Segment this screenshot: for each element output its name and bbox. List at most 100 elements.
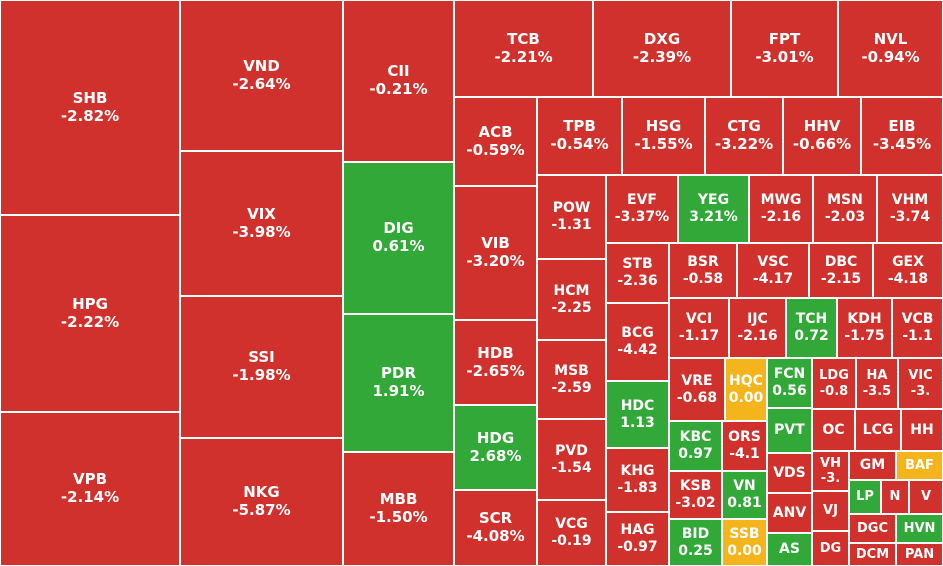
tile-pvd[interactable]: PVD -1.54 [537, 419, 606, 500]
tile-bcg[interactable]: BCG -4.42 [606, 303, 669, 381]
tile-vn[interactable]: VN 0.81 [722, 471, 767, 519]
tile-evf[interactable]: EVF -3.37% [606, 175, 678, 243]
tile-hag[interactable]: HAG -0.97 [606, 512, 669, 566]
tile-acb[interactable]: ACB -0.59% [454, 97, 537, 186]
tile-stb[interactable]: STB -2.36 [606, 243, 669, 303]
tile-scr[interactable]: SCR -4.08% [454, 490, 537, 566]
tile-mwg[interactable]: MWG -2.16 [749, 175, 813, 243]
tile-fpt[interactable]: FPT -3.01% [731, 0, 838, 97]
tile-oc[interactable]: OC [812, 409, 855, 451]
tile-ldg[interactable]: LDG -0.8 [812, 358, 856, 409]
tile-vnd[interactable]: VND -2.64% [180, 0, 343, 151]
tile-tpb[interactable]: TPB -0.54% [537, 97, 622, 175]
tile-vj[interactable]: VJ [812, 491, 849, 531]
tile-vh[interactable]: VH -3. [812, 451, 849, 491]
tile-change: 1.13 [620, 414, 655, 431]
tile-nvl[interactable]: NVL -0.94% [838, 0, 943, 97]
tile-change: 0.61% [372, 237, 425, 255]
tile-symbol: N [889, 489, 901, 505]
tile-symbol: VJ [823, 503, 838, 519]
tile-ctg[interactable]: CTG -3.22% [705, 97, 783, 175]
tile-shb[interactable]: SHB -2.82% [0, 0, 180, 215]
tile-tch[interactable]: TCH 0.72 [786, 298, 837, 358]
tile-dcm[interactable]: DCM [849, 543, 896, 566]
tile-change: -3.5 [862, 383, 892, 399]
tile-vix[interactable]: VIX -3.98% [180, 151, 343, 296]
tile-msn[interactable]: MSN -2.03 [813, 175, 877, 243]
tile-change: -2.22% [60, 312, 120, 331]
tile-as[interactable]: AS [767, 533, 812, 566]
tile-dg[interactable]: DG [812, 531, 849, 566]
tile-vds[interactable]: VDS [767, 453, 812, 493]
tile-symbol: SSB [729, 525, 760, 542]
tile-vib[interactable]: VIB -3.20% [454, 186, 537, 320]
tile-dbc[interactable]: DBC -2.15 [809, 243, 873, 298]
tile-pow[interactable]: POW -1.31 [537, 175, 606, 259]
tile-ssb[interactable]: SSB 0.00 [722, 519, 767, 566]
tile-change: -2.15 [820, 270, 862, 287]
tile-hdb[interactable]: HDB -2.65% [454, 320, 537, 405]
tile-cii[interactable]: CII -0.21% [343, 0, 454, 162]
tile-bid[interactable]: BID 0.25 [669, 519, 722, 566]
tile-change: 3.21% [689, 209, 738, 225]
tile-hhv[interactable]: HHV -0.66% [783, 97, 861, 175]
tile-hsg[interactable]: HSG -1.55% [622, 97, 705, 175]
tile-ijc[interactable]: IJC -2.16 [729, 298, 786, 358]
tile-anv[interactable]: ANV [767, 493, 812, 533]
tile-hdg[interactable]: HDG 2.68% [454, 405, 537, 490]
tile-gex[interactable]: GEX -4.18 [873, 243, 943, 298]
tile-lcg[interactable]: LCG [855, 409, 901, 451]
tile-hpg[interactable]: HPG -2.22% [0, 215, 180, 412]
tile-change: -0.8 [819, 383, 849, 399]
tile-msb[interactable]: MSB -2.59 [537, 340, 606, 419]
tile-vre[interactable]: VRE -0.68 [669, 358, 725, 421]
tile-hvn[interactable]: HVN [896, 514, 943, 543]
tile-ssi[interactable]: SSI -1.98% [180, 296, 343, 438]
tile-ha[interactable]: HA -3.5 [856, 358, 898, 409]
tile-symbol: KBC [679, 429, 712, 446]
tile-ors[interactable]: ORS -4.1 [722, 421, 767, 471]
tile-eib[interactable]: EIB -3.45% [861, 97, 943, 175]
tile-baf[interactable]: BAF [896, 451, 943, 480]
tile-vci[interactable]: VCI -1.17 [669, 298, 729, 358]
tile-ksb[interactable]: KSB -3.02 [669, 471, 722, 519]
tile-vsc[interactable]: VSC -4.17 [737, 243, 809, 298]
tile-vcg[interactable]: VCG -0.19 [537, 500, 606, 566]
tile-kdh[interactable]: KDH -1.75 [837, 298, 892, 358]
tile-dgc[interactable]: DGC [849, 514, 896, 543]
tile-mbb[interactable]: MBB -1.50% [343, 452, 454, 566]
tile-pvt[interactable]: PVT [767, 408, 812, 453]
tile-v[interactable]: V [909, 480, 943, 514]
tile-nkg[interactable]: NKG -5.87% [180, 438, 343, 566]
tile-change: -0.59% [466, 140, 525, 159]
tile-khg[interactable]: KHG -1.83 [606, 448, 669, 512]
tile-symbol: HHV [803, 117, 841, 136]
tile-fcn[interactable]: FCN 0.56 [767, 358, 812, 408]
tile-symbol: DG [819, 540, 842, 556]
tile-lp[interactable]: LP [849, 480, 881, 514]
tile-vic[interactable]: VIC -3. [898, 358, 943, 409]
tile-gm[interactable]: GM [849, 451, 896, 480]
tile-change: -1.83 [617, 480, 658, 496]
tile-hqc[interactable]: HQC 0.00 [725, 358, 767, 421]
tile-symbol: POW [552, 200, 591, 217]
tile-vpb[interactable]: VPB -2.14% [0, 412, 180, 566]
tile-bsr[interactable]: BSR -0.58 [669, 243, 737, 298]
tile-pan[interactable]: PAN [896, 543, 943, 566]
tile-hh[interactable]: HH [901, 409, 943, 451]
tile-yeg[interactable]: YEG 3.21% [678, 175, 749, 243]
tile-symbol: LDG [819, 368, 849, 384]
tile-tcb[interactable]: TCB -2.21% [454, 0, 593, 97]
tile-symbol: TPB [563, 117, 596, 136]
tile-vhm[interactable]: VHM -3.74 [877, 175, 943, 243]
tile-vcb[interactable]: VCB -1.1 [892, 298, 943, 358]
tile-n[interactable]: N [881, 480, 909, 514]
tile-change: 0.81 [727, 495, 762, 511]
tile-symbol: VIX [247, 204, 276, 223]
tile-hdc[interactable]: HDC 1.13 [606, 381, 669, 448]
tile-kbc[interactable]: KBC 0.97 [669, 421, 722, 471]
tile-pdr[interactable]: PDR 1.91% [343, 314, 454, 452]
tile-hcm[interactable]: HCM -2.25 [537, 259, 606, 340]
tile-dxg[interactable]: DXG -2.39% [593, 0, 731, 97]
tile-dig[interactable]: DIG 0.61% [343, 162, 454, 314]
